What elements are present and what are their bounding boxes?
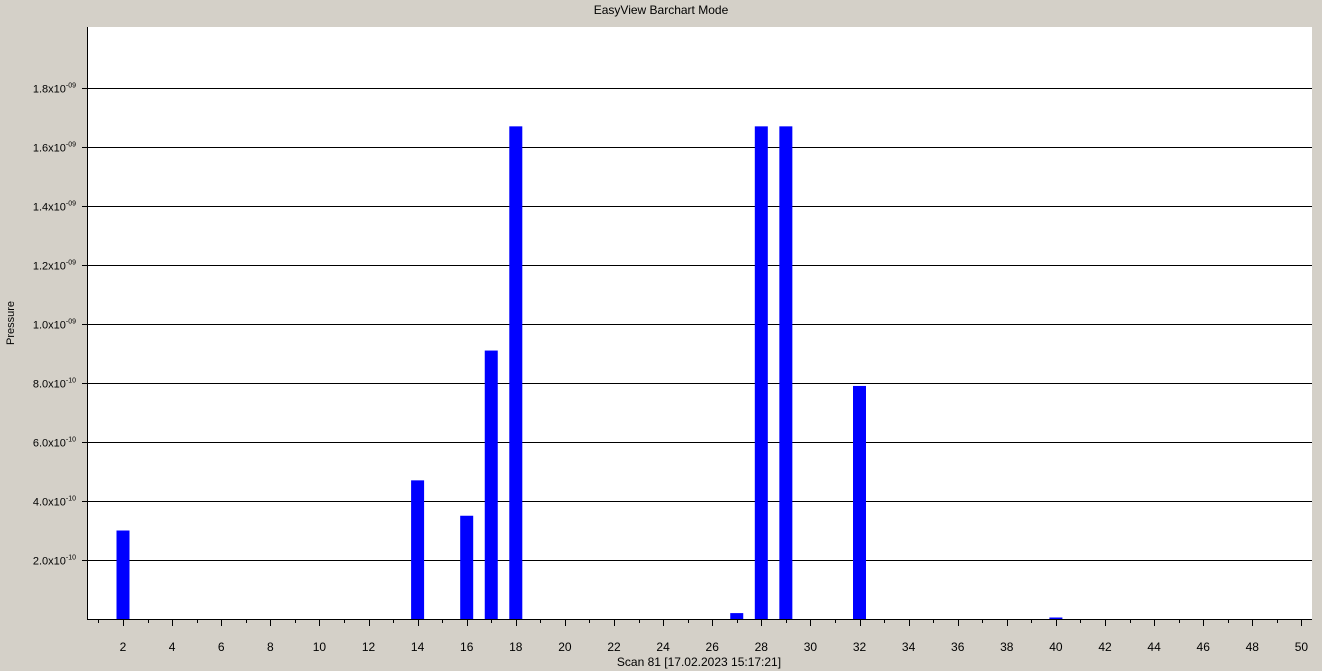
plot-area (87, 27, 1312, 619)
x-tick-label: 44 (1147, 640, 1161, 654)
bar-mass-32 (853, 385, 866, 619)
x-tick-label: 40 (1049, 640, 1063, 654)
y-tick-label: 1.0x10-09 (33, 319, 76, 332)
bar-mass-17 (484, 350, 498, 619)
x-tick-label: 34 (902, 640, 916, 654)
y-tick-exponent: -09 (66, 260, 76, 267)
y-tick-label: 1.6x10-09 (33, 142, 76, 155)
x-tick-label: 46 (1197, 640, 1211, 654)
grid-lines (87, 88, 1312, 561)
y-tick-label: 1.4x10-09 (33, 201, 76, 214)
bar-mass-27 (730, 613, 744, 619)
x-tick-label: 38 (1000, 640, 1014, 654)
x-tick-label: 50 (1295, 640, 1309, 654)
y-tick-mantissa: 1.2x10 (33, 261, 66, 273)
y-tick-label: 2.0x10-10 (33, 555, 76, 568)
window-title: EasyView Barchart Mode (593, 3, 729, 17)
x-tick-label: 18 (509, 640, 523, 654)
x-tick-label: 30 (804, 640, 818, 654)
x-tick-label: 6 (218, 640, 225, 654)
x-tick-label: 10 (313, 640, 327, 654)
y-tick-mantissa: 2.0x10 (33, 556, 66, 568)
x-tick-label: 42 (1098, 640, 1112, 654)
bars (116, 126, 1063, 619)
x-tick-labels: 2 4 6 8 10 12 14 16 18 20 22 24 26 28 30 32 34 36 38 40 42 44… (120, 640, 1309, 654)
bar-mass-29 (779, 126, 793, 619)
y-tick-label: 8.0x10-10 (33, 378, 76, 391)
x-tick-label: 24 (656, 640, 670, 654)
y-tick-exponent: -10 (66, 496, 76, 503)
y-axis-label: Pressure (5, 301, 17, 345)
y-tick-label: 4.0x10-10 (33, 496, 76, 509)
x-tick-label: 20 (558, 640, 572, 654)
y-tick-exponent: -10 (66, 555, 76, 562)
y-tick-mantissa: 8.0x10 (33, 379, 66, 391)
y-tick-labels: 2.0x10-104.0x10-106.0x10-108.0x10-101.0x… (33, 83, 76, 568)
y-tick-mantissa: 1.4x10 (33, 202, 66, 214)
y-tick-mantissa: 1.8x10 (33, 84, 66, 96)
x-tick-label: 4 (169, 640, 176, 654)
y-tick-exponent: -09 (66, 83, 76, 90)
y-tick-exponent: -09 (66, 142, 76, 149)
y-tick-exponent: -10 (66, 437, 76, 444)
y-tick-exponent: -10 (66, 378, 76, 385)
bar-mass-14 (411, 480, 425, 619)
x-tick-label: 8 (267, 640, 274, 654)
x-tick-label: 2 (120, 640, 127, 654)
y-tick-mantissa: 1.6x10 (33, 143, 66, 155)
x-tick-label: 36 (951, 640, 965, 654)
y-tick-exponent: -09 (66, 319, 76, 326)
x-tick-label: 26 (706, 640, 720, 654)
y-tick-mantissa: 4.0x10 (33, 497, 66, 509)
bar-mass-2 (116, 530, 130, 619)
y-tick-mantissa: 6.0x10 (33, 438, 66, 450)
x-tick-label: 16 (460, 640, 474, 654)
x-tick-label: 48 (1246, 640, 1260, 654)
x-axis-label: Scan 81 [17.02.2023 15:17:21] (617, 655, 781, 669)
axes (82, 27, 1312, 626)
y-tick-label: 1.2x10-09 (33, 260, 76, 273)
x-tick-label: 28 (755, 640, 769, 654)
x-tick-label: 22 (607, 640, 621, 654)
bar-mass-28 (754, 126, 768, 619)
bar-mass-18 (509, 126, 523, 619)
x-tick-label: 12 (362, 640, 376, 654)
bar-mass-40 (1049, 617, 1063, 619)
y-tick-label: 1.8x10-09 (33, 83, 76, 96)
y-tick-mantissa: 1.0x10 (33, 320, 66, 332)
x-tick-label: 32 (853, 640, 867, 654)
bar-mass-16 (460, 515, 474, 619)
x-tick-label: 14 (411, 640, 425, 654)
y-tick-exponent: -09 (66, 201, 76, 208)
y-tick-label: 6.0x10-10 (33, 437, 76, 450)
